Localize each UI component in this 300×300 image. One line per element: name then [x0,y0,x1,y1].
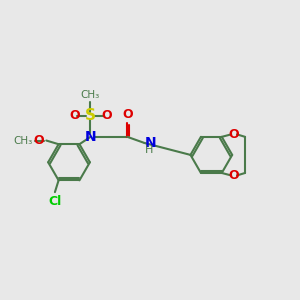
Text: O: O [229,169,239,182]
Text: O: O [34,134,44,147]
Text: N: N [85,130,96,144]
Text: H: H [145,145,154,155]
Text: O: O [229,128,239,141]
Text: Cl: Cl [48,195,62,208]
Text: CH₃: CH₃ [81,90,100,100]
Text: O: O [69,110,80,122]
Text: S: S [85,109,96,124]
Text: N: N [145,136,157,150]
Text: O: O [122,108,133,121]
Text: CH₃: CH₃ [14,136,33,146]
Text: O: O [101,110,112,122]
